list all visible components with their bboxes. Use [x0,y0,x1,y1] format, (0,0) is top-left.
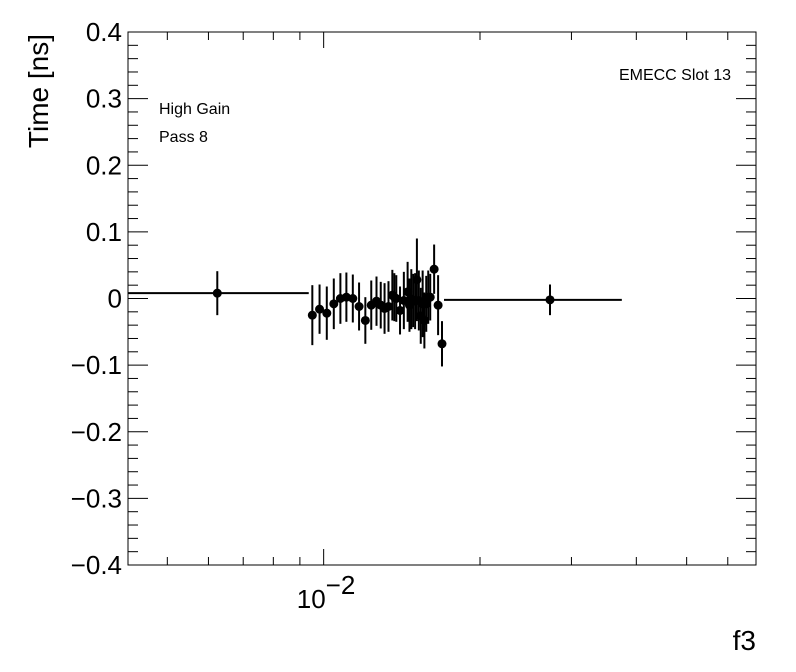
data-point [322,308,332,318]
data-point [348,294,358,303]
annotation-gain: High Gain [159,101,230,118]
data-point [425,292,435,302]
y-tick-label: −0.1 [71,350,122,380]
y-tick-label: 0.4 [86,17,122,47]
x-tick-label-exponent: −2 [326,570,356,600]
y-tick-label: 0.2 [86,150,122,180]
data-points [128,238,622,367]
data-point [383,301,393,311]
data-point [354,301,364,311]
data-point [307,310,317,320]
data-point [545,295,555,305]
y-tick-label: 0 [108,284,122,314]
axis-ticks [128,31,756,566]
x-tick-label-base: 10 [297,584,326,614]
x-tick-labels: 10 −2 [297,570,356,614]
y-tick-label: −0.3 [71,483,122,513]
data-point [395,305,405,315]
data-point [329,299,339,309]
y-tick-label: 0.3 [86,84,122,114]
y-tick-labels: −0.4 −0.3 −0.2 −0.1 0 0.1 0.2 0.3 0.4 [71,17,122,580]
y-axis-title: Time [ns] [23,34,54,148]
y-tick-label: −0.2 [71,417,122,447]
annotation-pass: Pass 8 [159,129,208,146]
data-point [412,275,422,285]
data-point [391,294,401,303]
data-point [437,339,447,349]
data-point [429,264,439,274]
data-point [360,315,370,325]
data-point [433,300,443,310]
y-tick-label: −0.4 [71,550,122,580]
x-axis-title: f3 [733,625,756,656]
data-point [212,288,222,298]
annotation-slot: EMECC Slot 13 [619,67,731,84]
y-tick-label: 0.1 [86,217,122,247]
data-point [315,304,325,314]
